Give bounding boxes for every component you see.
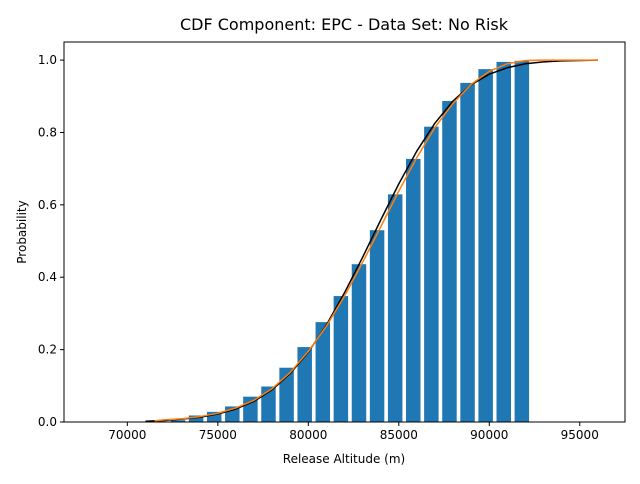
y-tick-label-3: 0.6	[38, 198, 57, 212]
x-axis-label: Release Altitude (m)	[283, 452, 405, 466]
x-tick-label-5: 95000	[561, 428, 599, 442]
x-tick-label-4: 90000	[470, 428, 508, 442]
y-tick-label-5: 1.0	[38, 53, 57, 67]
y-tick-label-0: 0.0	[38, 415, 57, 429]
bar-21	[515, 61, 529, 422]
bar-9	[297, 347, 311, 422]
x-tick-label-1: 75000	[199, 428, 237, 442]
bar-15	[406, 159, 420, 422]
bar-19	[478, 69, 492, 422]
x-tick-label-2: 80000	[289, 428, 327, 442]
chart-title: CDF Component: EPC - Data Set: No Risk	[180, 15, 509, 34]
y-tick-label-1: 0.2	[38, 343, 57, 357]
y-tick-label-4: 0.8	[38, 125, 57, 139]
bar-18	[460, 83, 474, 422]
bar-11	[334, 296, 348, 422]
bar-17	[442, 101, 456, 422]
bar-14	[388, 194, 402, 422]
y-axis-label: Probability	[15, 200, 29, 263]
y-tick-label-2: 0.4	[38, 270, 57, 284]
bar-16	[424, 127, 438, 422]
x-tick-label-0: 70000	[108, 428, 146, 442]
bar-12	[352, 264, 366, 422]
bar-13	[370, 230, 384, 422]
x-tick-label-3: 85000	[380, 428, 418, 442]
bar-20	[497, 62, 511, 422]
